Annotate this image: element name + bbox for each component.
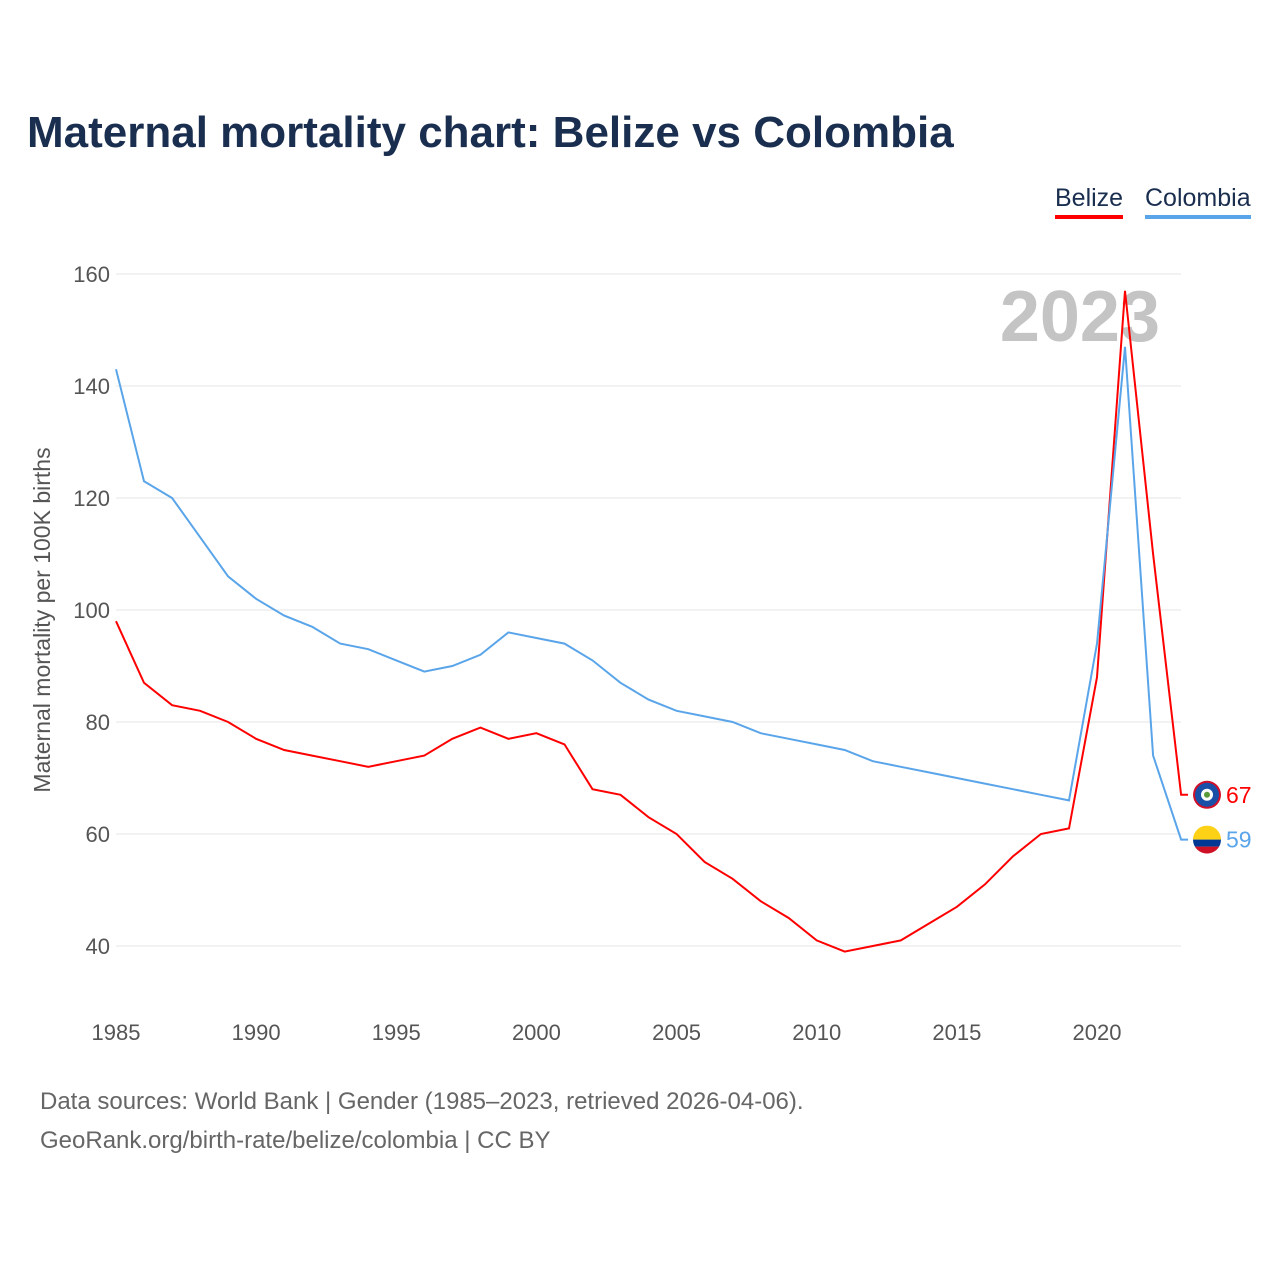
flag-belize-icon [1193,780,1221,809]
x-tick-label: 2000 [512,1020,561,1045]
flag-colombia-icon [1193,825,1221,854]
x-tick-label: 2015 [932,1020,981,1045]
legend-belize[interactable]: Belize [1055,184,1124,219]
legend-colombia[interactable]: Colombia [1145,184,1251,219]
year-watermark: 2023 [1000,277,1160,357]
y-tick-label: 120 [73,486,110,511]
chart-title: Maternal mortality chart: Belize vs Colo… [27,108,954,157]
series-line-colombia[interactable] [115,346,1188,841]
x-tick-label: 2005 [652,1020,701,1045]
x-tick-label: 2020 [1073,1020,1122,1045]
y-tick-label: 160 [73,262,110,287]
y-tick-label: 100 [73,598,110,623]
y-tick-label: 40 [86,934,110,959]
source-line: Data sources: World Bank | Gender (1985–… [40,1088,804,1115]
x-tick-label: 1985 [92,1020,141,1045]
x-tick-label: 2010 [792,1020,841,1045]
series-line-belize[interactable] [115,290,1188,953]
x-tick-label: 1995 [372,1020,421,1045]
y-tick-label: 80 [86,710,110,735]
end-value-colombia: 59 [1226,827,1252,853]
y-tick-label: 60 [86,822,110,847]
y-tick-label: 140 [73,374,110,399]
source-link[interactable]: GeoRank.org/birth-rate/belize/colombia |… [40,1127,551,1154]
x-tick-label: 1990 [232,1020,281,1045]
y-axis-label: Maternal mortality per 100K births [29,447,55,792]
end-value-belize: 67 [1226,782,1252,808]
